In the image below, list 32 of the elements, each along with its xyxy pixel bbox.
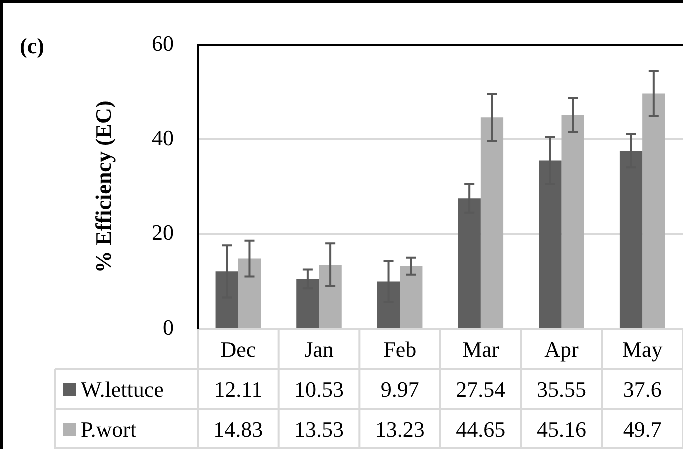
x-tick-label: May xyxy=(622,336,663,362)
bar xyxy=(642,94,666,328)
bar xyxy=(400,266,423,328)
x-tick-label: Feb xyxy=(384,336,417,362)
bar xyxy=(238,258,262,328)
y-tick-label: 20 xyxy=(152,220,174,246)
data-label: 44.65 xyxy=(456,416,506,442)
bar xyxy=(480,118,504,328)
data-label: 35.55 xyxy=(537,376,586,402)
data-label: 10.53 xyxy=(294,376,344,402)
x-tick-label: Mar xyxy=(462,336,500,362)
legend-label: P.wort xyxy=(81,416,137,442)
y-axis-title: % Efficiency (EC) xyxy=(90,100,116,274)
data-label: 12.11 xyxy=(214,376,263,402)
data-label: 13.23 xyxy=(375,416,425,442)
legend-label: W.lettuce xyxy=(81,376,164,402)
y-tick-label: 40 xyxy=(152,125,174,150)
x-tick-label: Jan xyxy=(304,336,334,362)
x-tick-label: Dec xyxy=(220,336,256,362)
bar xyxy=(562,115,584,328)
data-label: 14.83 xyxy=(214,416,264,442)
bar xyxy=(319,264,342,328)
chart-title: (c) xyxy=(20,34,44,59)
data-label: 9.97 xyxy=(380,376,420,402)
data-label: 13.53 xyxy=(294,416,344,442)
data-label: 27.54 xyxy=(456,376,506,402)
data-label: 45.16 xyxy=(537,416,586,442)
y-tick-label: 0 xyxy=(163,314,174,340)
x-tick-label: Apr xyxy=(544,336,580,362)
data-label: 37.6 xyxy=(623,376,662,402)
data-label: 49.7 xyxy=(623,416,662,442)
y-tick-label: 60 xyxy=(152,30,174,56)
